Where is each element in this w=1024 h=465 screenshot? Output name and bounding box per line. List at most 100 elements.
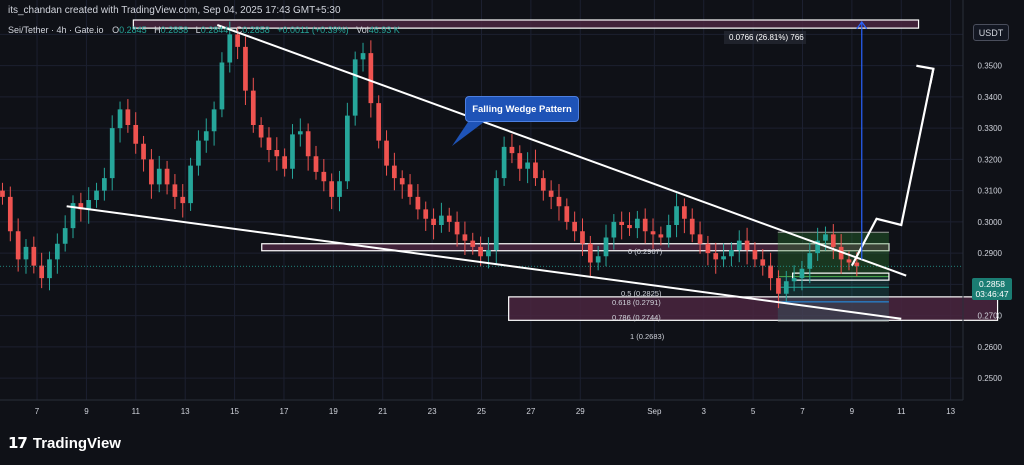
- candle-body: [133, 125, 139, 144]
- high-label: H: [154, 25, 161, 35]
- candle-body: [282, 156, 287, 169]
- candle-body: [580, 231, 585, 244]
- candle-body: [243, 46, 248, 91]
- candle-body: [830, 234, 836, 247]
- candle-body: [587, 243, 593, 263]
- candle-body: [219, 62, 225, 110]
- x-tick-label: 9: [84, 407, 89, 416]
- pattern-callout: Falling Wedge Pattern: [465, 96, 579, 122]
- candle-body: [313, 156, 319, 172]
- candle-body: [188, 165, 193, 204]
- candle-body: [572, 221, 578, 232]
- candle-body: [752, 250, 758, 260]
- close-value: 0.2858: [242, 25, 270, 35]
- x-tick-label: 13: [946, 407, 955, 416]
- candle-body: [705, 243, 711, 254]
- candle-body: [415, 196, 421, 210]
- candle-body: [470, 240, 476, 247]
- candle-body: [478, 246, 483, 257]
- close-label: C: [235, 25, 243, 35]
- candle-body: [431, 218, 436, 225]
- candle-body: [235, 34, 240, 47]
- candle-body: [823, 234, 828, 241]
- candle-body: [39, 265, 45, 279]
- candle-body: [7, 196, 13, 232]
- candle-body: [611, 221, 617, 238]
- candle-body: [595, 256, 601, 263]
- candle-body: [815, 240, 820, 254]
- candle-body: [290, 134, 295, 169]
- candle-body: [658, 234, 664, 238]
- change-value: +0.0011 (+0.39%): [277, 25, 349, 35]
- candle-body: [838, 246, 844, 260]
- projection-arrowhead: [916, 64, 935, 84]
- candle-body: [196, 140, 201, 166]
- candle-body: [384, 140, 389, 166]
- currency-button[interactable]: USDT: [973, 24, 1009, 41]
- tradingview-logo-icon: 17: [8, 434, 28, 452]
- candle-body: [344, 115, 350, 182]
- candle-body: [47, 259, 52, 279]
- candle-body: [846, 259, 852, 263]
- candle-body: [156, 168, 162, 185]
- high-value: 0.2858: [160, 25, 189, 35]
- candle-body: [736, 240, 742, 250]
- candle-body: [642, 218, 648, 232]
- x-tick-label: 11: [897, 407, 906, 416]
- x-tick-label: 23: [428, 407, 437, 416]
- candle-body: [360, 53, 366, 60]
- candle-body: [697, 234, 703, 244]
- candle-body: [486, 250, 491, 257]
- y-tick-label: 0.3200: [978, 155, 1003, 164]
- tradingview-logo[interactable]: 17 TradingView: [8, 434, 121, 452]
- candle-body: [266, 137, 272, 150]
- fib-label-05: 0.5 (0.2825): [621, 289, 662, 298]
- candle-body: [149, 159, 154, 185]
- candle-body: [744, 240, 750, 250]
- candle-body: [297, 131, 303, 135]
- candle-body: [274, 150, 280, 157]
- candle-body: [603, 237, 609, 257]
- candle-body: [258, 125, 264, 138]
- candle-body: [682, 206, 687, 219]
- wedge-trendline-2: [66, 205, 902, 320]
- price-zone-1: [132, 19, 920, 29]
- candle-body: [783, 281, 789, 294]
- legend-ohlc: Sei/Tether · 4h · Gate.io O0.2845 H0.285…: [8, 25, 405, 35]
- candle-body: [337, 181, 342, 197]
- candle-body: [627, 225, 632, 229]
- x-tick-label: 17: [280, 407, 289, 416]
- candle-body: [540, 178, 546, 191]
- candle-body: [211, 109, 217, 132]
- candle-body: [117, 109, 123, 129]
- y-tick-label: 0.3400: [978, 93, 1003, 102]
- candle-body: [164, 168, 170, 185]
- candle-body: [109, 128, 115, 179]
- grid: [0, 0, 963, 400]
- candle-body: [102, 178, 107, 191]
- candle-body: [376, 103, 382, 141]
- x-tick-label: 21: [378, 407, 387, 416]
- candle-body: [799, 268, 805, 279]
- candle-body: [203, 131, 209, 141]
- candle-body: [721, 256, 726, 260]
- candle-body: [15, 231, 21, 260]
- candle-body: [493, 178, 499, 250]
- x-tick-label: 7: [35, 407, 40, 416]
- x-tick-label: Sep: [647, 407, 662, 416]
- candle-body: [462, 234, 468, 241]
- last-price-value: 0.2858: [979, 279, 1005, 289]
- tradingview-wordmark: TradingView: [32, 434, 121, 452]
- x-tick-label: 11: [132, 407, 141, 416]
- candle-body: [525, 162, 530, 169]
- candle-body: [227, 34, 233, 63]
- candle-body: [250, 90, 256, 125]
- measure-label: 0.0766 (26.81%) 766: [729, 33, 804, 42]
- candle-body: [125, 109, 131, 125]
- wedge-trendline-1: [216, 24, 907, 277]
- fib-label-1: 1 (0.2683): [630, 332, 665, 341]
- symbol-name[interactable]: Sei/Tether · 4h · Gate.io: [8, 25, 104, 35]
- candle-body: [548, 190, 554, 197]
- time-axis[interactable]: 7 9 11 13 15 17 19 21 23 25 27 29 Sep 3 5 7 9 11 13: [35, 407, 956, 416]
